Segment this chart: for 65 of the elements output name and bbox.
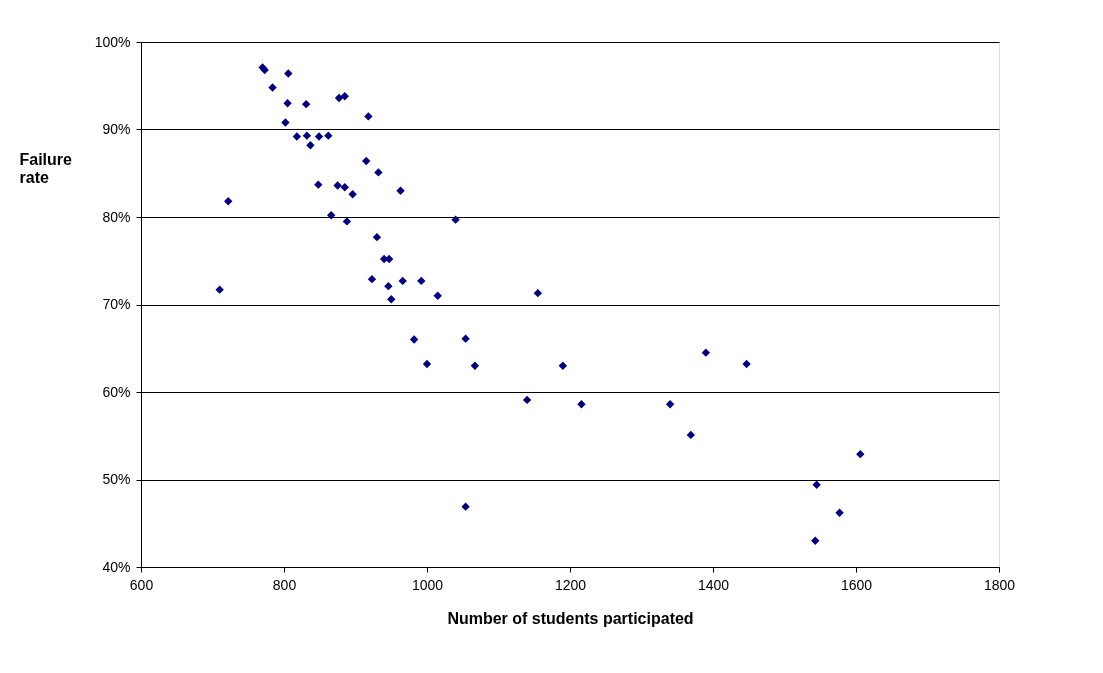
point: [333, 181, 342, 190]
x-tick-label: 600: [129, 576, 154, 593]
point: [348, 190, 357, 199]
point: [701, 348, 711, 357]
y-tick-label: 50%: [102, 471, 131, 487]
point: [398, 276, 407, 286]
x-tick-label: 1800: [983, 576, 1016, 593]
point: [577, 400, 586, 409]
point: [422, 359, 432, 369]
point: [281, 118, 290, 127]
y-tick-label: 90%: [102, 121, 131, 137]
point: [409, 335, 419, 344]
point: [461, 334, 470, 343]
point: [268, 83, 277, 92]
point: [856, 449, 865, 459]
point: [374, 168, 383, 177]
point: [362, 156, 371, 166]
point: [224, 197, 233, 206]
point: [451, 215, 460, 224]
point: [215, 285, 224, 294]
point: [686, 430, 696, 440]
point: [533, 288, 543, 298]
x-tick-label: 1400: [697, 576, 730, 593]
point: [387, 295, 396, 304]
point: [306, 141, 315, 150]
point: [665, 400, 675, 409]
point: [283, 99, 292, 108]
y-tick-label: 70%: [102, 296, 131, 312]
point: [384, 281, 393, 291]
point: [558, 361, 568, 370]
point: [342, 217, 352, 226]
point: [324, 131, 333, 140]
point: [812, 480, 821, 489]
point: [433, 291, 442, 300]
point: [461, 502, 470, 511]
y-tick-label: 40%: [102, 558, 131, 575]
point: [367, 274, 377, 284]
x-tick-label: 800: [272, 576, 297, 593]
point: [292, 132, 302, 141]
point: [314, 132, 324, 141]
y-tick-label: 100%: [94, 33, 131, 50]
x-tick-label: 1600: [840, 576, 873, 593]
point: [340, 92, 349, 101]
point: [811, 536, 820, 545]
point: [835, 508, 844, 517]
x-axis-title: Number of students participated: [447, 609, 694, 627]
point: [742, 359, 751, 369]
point: [340, 183, 349, 192]
x-tick-label: 1200: [554, 576, 587, 593]
point: [417, 276, 426, 286]
y-tick-label: 80%: [102, 208, 131, 225]
y-axis-title: Failure rate: [19, 150, 73, 186]
point: [364, 112, 373, 121]
point: [470, 361, 480, 370]
point: [327, 211, 336, 220]
point: [396, 186, 405, 195]
x-tick-label: 1000: [411, 576, 444, 593]
point: [301, 99, 311, 109]
point: [334, 93, 344, 103]
point: [522, 395, 532, 405]
point: [314, 180, 323, 189]
point: [284, 69, 293, 78]
y-tick-label: 60%: [102, 383, 131, 400]
point: [372, 232, 382, 242]
point: [302, 131, 312, 140]
